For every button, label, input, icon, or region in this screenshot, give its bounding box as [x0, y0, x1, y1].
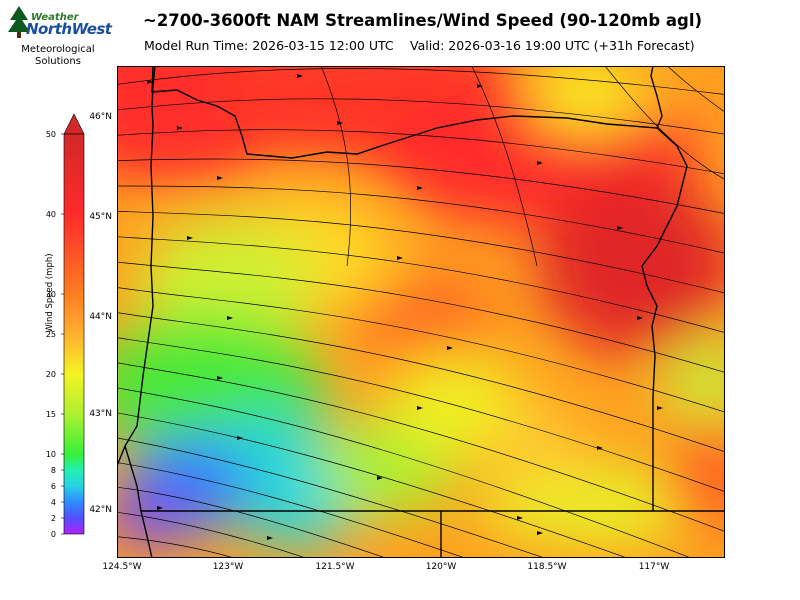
latitude-label: 42°N — [89, 505, 112, 515]
logo-northwest-text: NorthWest — [26, 20, 112, 38]
latitude-label: 43°N — [89, 409, 112, 419]
model-run-time: Model Run Time: 2026-03-15 12:00 UTC — [144, 38, 394, 53]
colorbar-tick: 25 — [45, 330, 56, 339]
logo-weather-text: Weather — [31, 12, 79, 23]
colorbar-tick: 10 — [45, 450, 56, 459]
latitude-label: 44°N — [89, 312, 112, 322]
colorbar-tick: 2 — [50, 514, 56, 523]
longitude-label: 120°W — [425, 562, 457, 572]
logo: Weather NorthWest Meteorological Solutio… — [8, 6, 112, 68]
colorbar-tick: 15 — [45, 410, 56, 419]
longitude-label: 121.5°W — [315, 562, 355, 572]
streamlines — [117, 66, 725, 558]
state-borders — [117, 66, 725, 558]
colorbar-tick: 20 — [45, 370, 56, 379]
page-title: ~2700-3600ft NAM Streamlines/Wind Speed … — [143, 11, 703, 30]
colorbar-tick: 4 — [50, 498, 56, 507]
colorbar-tick: 50 — [45, 130, 56, 139]
longitude-label: 117°W — [638, 562, 670, 572]
latitude-label: 45°N — [89, 212, 112, 222]
streamline-arrows — [147, 74, 663, 540]
tree-icon — [8, 6, 30, 38]
logo-subtitle: Meteorological Solutions — [8, 44, 108, 68]
wind-speed-field — [117, 66, 725, 546]
longitude-label: 123°W — [212, 562, 244, 572]
colorbar-tick: 40 — [45, 210, 56, 219]
longitude-label: 118.5°W — [527, 562, 567, 572]
longitude-label: 124.5°W — [102, 562, 142, 572]
logo-subtitle-line2: Solutions — [35, 56, 81, 67]
colorbar-tick: 8 — [50, 466, 56, 475]
valid-time: Valid: 2026-03-16 19:00 UTC (+31h Foreca… — [410, 38, 695, 53]
colorbar-graphic — [61, 113, 85, 535]
wind-speed-map — [117, 66, 725, 558]
colorbar-tick: 30 — [45, 290, 56, 299]
colorbar: 0 2 4 6 8 10 15 20 25 30 40 50 Wind Spee… — [28, 110, 98, 540]
logo-subtitle-line1: Meteorological — [21, 44, 95, 55]
latitude-label: 46°N — [89, 112, 112, 122]
colorbar-label: Wind Speed (mph) — [45, 253, 55, 333]
colorbar-tick: 6 — [50, 482, 56, 491]
map-graphic — [117, 66, 725, 558]
colorbar-tick: 0 — [50, 530, 56, 539]
